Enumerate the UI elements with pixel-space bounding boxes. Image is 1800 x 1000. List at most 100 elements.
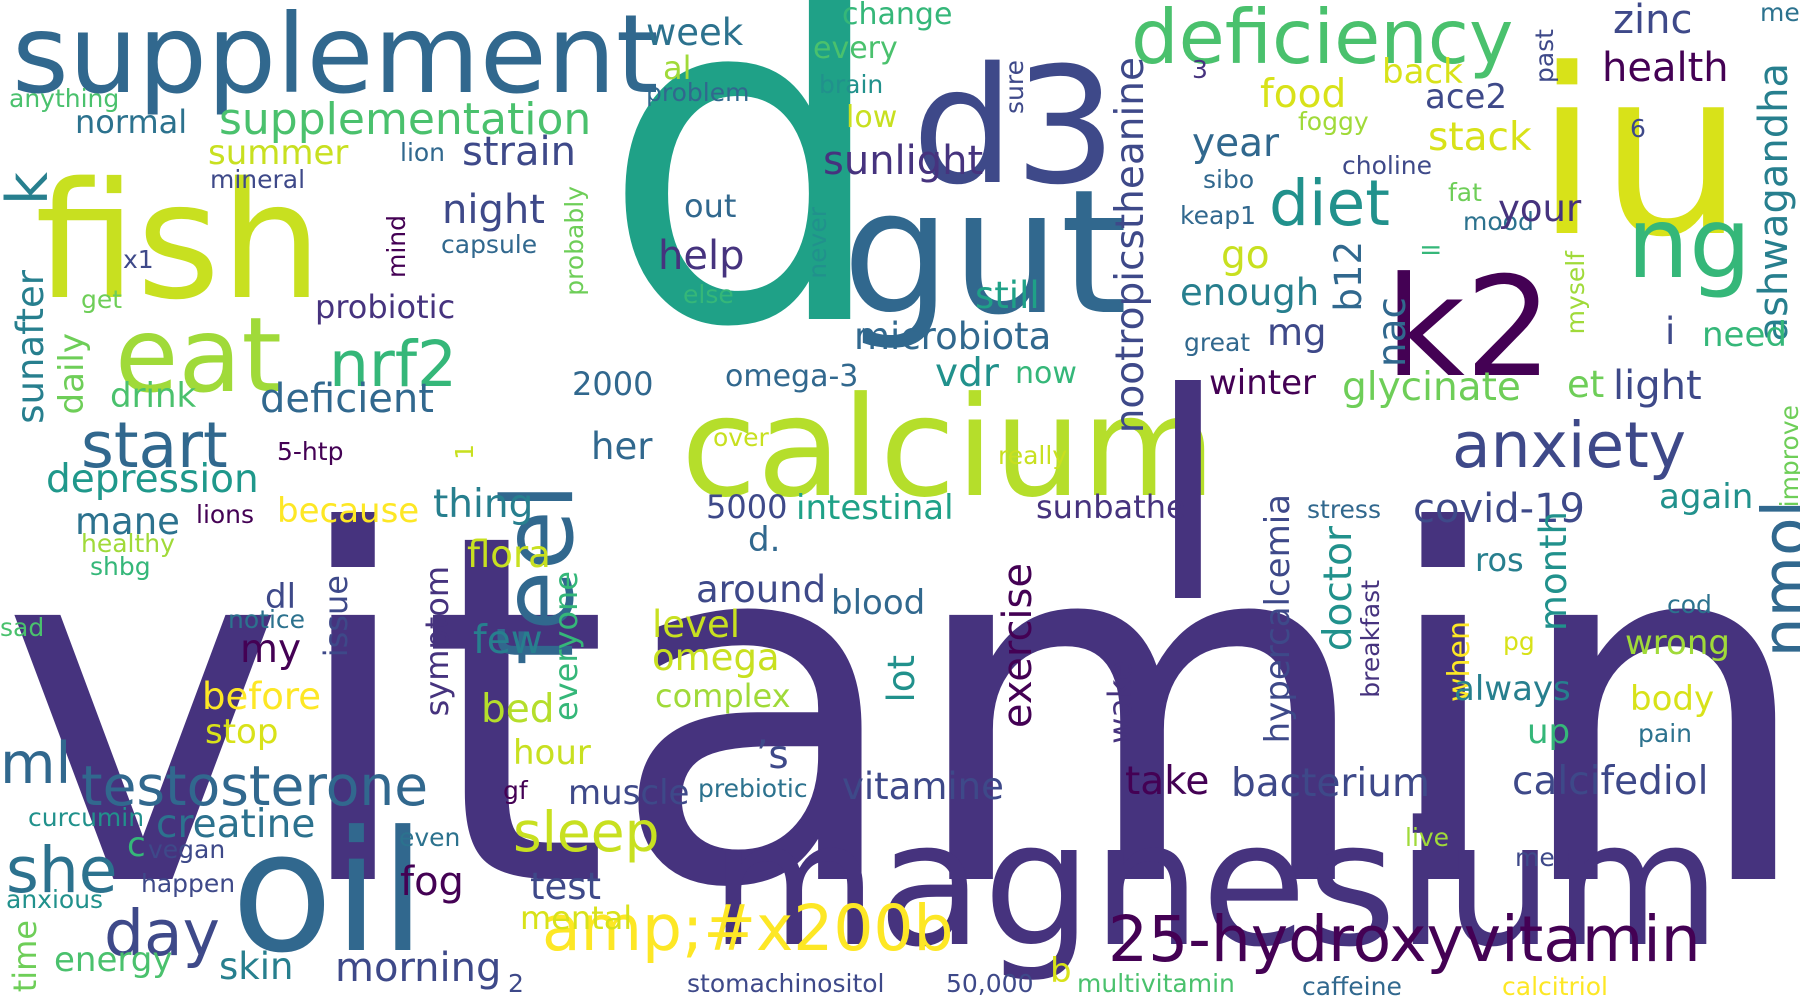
word-et: et	[1567, 363, 1605, 406]
word-hour: hour	[513, 733, 591, 773]
word-c: c	[127, 825, 146, 865]
word-glycinate: glycinate	[1342, 365, 1521, 410]
word-me: me	[1515, 843, 1555, 872]
word-else: else	[683, 280, 734, 309]
word-magnesium: magnesium	[710, 784, 1721, 985]
word-day: day	[104, 897, 220, 970]
word-really: really	[998, 441, 1068, 470]
word-anxious: anxious	[6, 885, 104, 914]
word-2000: 2000	[572, 365, 654, 403]
word-5-htp: 5-htp	[277, 437, 344, 466]
word-muscle: muscle	[568, 773, 690, 813]
word-wake: wake	[1101, 661, 1139, 744]
word-blood: blood	[831, 583, 926, 623]
word-get: get	[81, 285, 123, 314]
word-brain: brain	[819, 70, 884, 99]
word-your: your	[1498, 187, 1582, 230]
word-low: low	[846, 100, 898, 135]
word-sunbathe: sunbathe	[1036, 488, 1186, 526]
word-fat: fat	[1448, 178, 1482, 207]
word-sleep: sleep	[513, 800, 660, 864]
word-d3: d3	[912, 33, 1117, 220]
word-25-hydroxyvitamin: 25-hydroxyvitamin	[1108, 903, 1701, 976]
word-need: need	[1702, 315, 1787, 355]
word-level: level	[652, 603, 740, 646]
word-mineral: mineral	[210, 165, 306, 194]
word-k2: k2	[1385, 247, 1553, 408]
word-few: few	[473, 618, 543, 663]
word-before: before	[202, 675, 322, 718]
word-testosterone: testosterone	[81, 754, 429, 818]
word-capsule: capsule	[441, 230, 538, 259]
word-omega-3: omega-3	[725, 359, 859, 394]
word-never: never	[803, 207, 832, 279]
word-always: always	[1454, 669, 1571, 709]
word-every: every	[813, 31, 898, 66]
word-mind: mind	[382, 215, 411, 279]
word-morning: morning	[335, 945, 502, 991]
word-issue: issue	[317, 575, 355, 658]
word-calcitriol: calcitriol	[1502, 972, 1608, 1000]
word-because: because	[277, 491, 420, 531]
word-take: take	[1125, 759, 1210, 804]
word-up: up	[1527, 712, 1571, 752]
word-ros: ros	[1475, 541, 1524, 579]
word-sure: sure	[1000, 60, 1029, 114]
word-improve: improve	[1775, 405, 1800, 508]
word-meat: meat	[1760, 0, 1800, 27]
word-dl: dl	[265, 577, 297, 617]
word-vitamine: vitamine	[842, 765, 1004, 808]
word-k: k	[0, 172, 61, 206]
word-keap1: keap1	[1180, 201, 1257, 230]
word-vdr: vdr	[935, 351, 999, 396]
word-fog: fog	[400, 859, 464, 905]
word-go: go	[1221, 233, 1270, 278]
word-still: still	[975, 274, 1040, 317]
word-depression: depression	[46, 457, 259, 502]
word-stack: stack	[1428, 115, 1532, 160]
word-prebiotic: prebiotic	[698, 774, 808, 803]
word-mood: mood	[1463, 207, 1534, 236]
word-5000: 5000	[706, 488, 788, 526]
word-omega: omega	[652, 636, 780, 679]
word-deficiency: deficiency	[1131, 0, 1514, 81]
word-probiotic: probiotic	[315, 288, 456, 326]
word-winter: winter	[1209, 363, 1317, 403]
word-gut: gut	[842, 152, 1128, 353]
word-ace2: ace2	[1425, 77, 1508, 117]
word-ml: ml	[0, 731, 72, 797]
word-b12: b12	[1327, 241, 1370, 312]
word-lot: lot	[880, 655, 923, 703]
word-over: over	[713, 423, 769, 452]
word-sad: sad	[0, 613, 45, 642]
word-around: around	[696, 568, 827, 611]
word-summer: summer	[208, 133, 349, 173]
word-test: test	[530, 865, 602, 908]
word-daily: daily	[52, 333, 92, 415]
word-past: past	[1530, 29, 1559, 84]
word-shbg: shbg	[90, 552, 151, 581]
word-even: even	[399, 823, 461, 852]
word-probably: probably	[560, 186, 589, 296]
word-mane: mane	[75, 500, 180, 543]
word-now: now	[1015, 356, 1077, 391]
word-sunafter: sunafter	[9, 270, 52, 424]
word-x1: x1	[123, 245, 154, 274]
word-happen: happen	[141, 869, 236, 898]
word-2: 2	[508, 969, 524, 998]
word-50-000: 50,000	[946, 969, 1034, 998]
word-anxiety: anxiety	[1452, 409, 1687, 482]
word-live: live	[1405, 823, 1450, 852]
word-nrf2: nrf2	[329, 328, 458, 401]
word-1: 1	[450, 444, 479, 460]
word-calcifediol: calcifediol	[1512, 759, 1709, 804]
word-she: she	[6, 834, 118, 907]
word-out: out	[684, 187, 737, 225]
word-stop: stop	[205, 712, 279, 752]
word-flora: flora	[467, 533, 551, 576]
word-her: her	[591, 425, 653, 468]
word-healthy: healthy	[81, 529, 175, 558]
word-hypercalcemia: hypercalcemia	[1258, 494, 1298, 744]
word-vitamin: vitamin	[0, 431, 1800, 993]
word-night: night	[442, 187, 545, 233]
